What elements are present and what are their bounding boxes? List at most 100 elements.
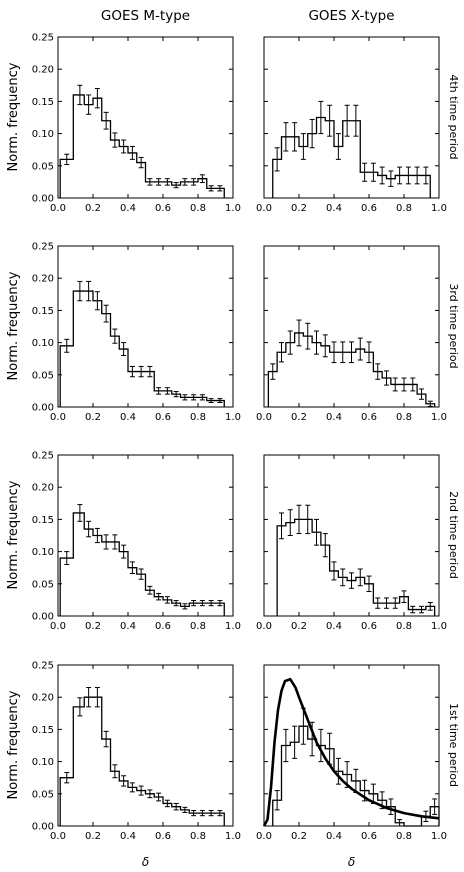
- ylabel-row3: Norm. frequency: [6, 480, 21, 589]
- x-tick-label: 0.2: [85, 621, 101, 632]
- x-tick-label: 1.0: [225, 203, 241, 214]
- axes-frame: [263, 664, 440, 827]
- panel-m-3rd: 0.0 0.2 0.4 0.6 0.8 1.0 0.00 0.05 0.10 0.15 0.20 0.…: [32, 242, 241, 424]
- panel-x-1st: 0.0 0.2 0.4 0.6 0.8 1.0: [256, 664, 447, 842]
- x-tick-label: 1.0: [431, 831, 447, 842]
- x-tick-label: 0.8: [190, 412, 206, 423]
- x-tick-label: 0.8: [190, 621, 206, 632]
- y-tick-label: 0.20: [32, 483, 54, 494]
- x-tick-label: 0.6: [155, 621, 171, 632]
- row-label-3rd: 3rd time period: [447, 283, 460, 368]
- histogram-steps: [272, 116, 431, 198]
- y-tick-label: 0.20: [32, 65, 54, 76]
- x-tick-label: 0.0: [256, 621, 272, 632]
- x-tick-label: 0.8: [396, 621, 412, 632]
- fit-curve: [262, 677, 440, 827]
- x-tick-label: 0.4: [326, 831, 342, 842]
- x-tick-label: 0.2: [291, 831, 307, 842]
- y-tick-label: 0.10: [32, 547, 54, 558]
- axes-frame: [57, 36, 234, 199]
- x-tick-label: 0.8: [396, 203, 412, 214]
- histogram-steps: [59, 696, 225, 826]
- x-tick-label: 0.4: [120, 621, 136, 632]
- x-tick-label: 0.6: [361, 203, 377, 214]
- x-tick-label: 0.4: [326, 412, 342, 423]
- panel-m-4th: 0.0 0.2 0.4 0.6 0.8 1.0 0.00 0.05 0.10 0.15 0.20 0.…: [32, 33, 241, 215]
- x-tick-label: 0.2: [85, 412, 101, 423]
- y-tick-label: 0.20: [32, 274, 54, 285]
- y-tick-label: 0.15: [32, 725, 54, 736]
- x-tick-label: 0.6: [361, 412, 377, 423]
- panel-x-2nd: 0.0 0.2 0.4 0.6 0.8 1.0: [256, 454, 447, 632]
- y-tick-label: 0.00: [32, 194, 54, 205]
- x-tick-label: 0.4: [326, 621, 342, 632]
- y-tick-label: 0.25: [32, 451, 54, 462]
- x-tick-label: 0.4: [120, 831, 136, 842]
- x-tick-label: 0.4: [120, 412, 136, 423]
- ylabel-row1: Norm. frequency: [6, 62, 21, 171]
- y-tick-label: 0.25: [32, 661, 54, 672]
- y-tick-label: 0.05: [32, 161, 54, 172]
- x-tick-label: 0.6: [155, 203, 171, 214]
- x-tick-label: 0.2: [291, 621, 307, 632]
- x-tick-label: 0.6: [361, 621, 377, 632]
- y-tick-label: 0.25: [32, 33, 54, 44]
- y-tick-label: 0.10: [32, 129, 54, 140]
- histogram-steps: [59, 290, 225, 407]
- xlabel-x: δ: [348, 855, 355, 869]
- row-label-4th: 4th time period: [447, 74, 460, 159]
- y-tick-label: 0.20: [32, 693, 54, 704]
- axes-frame: [57, 664, 234, 827]
- x-tick-label: 1.0: [431, 621, 447, 632]
- axes-frame: [57, 245, 234, 408]
- histogram-steps: [59, 94, 225, 198]
- x-tick-label: 0.0: [256, 203, 272, 214]
- y-tick-label: 0.00: [32, 612, 54, 623]
- y-tick-label: 0.05: [32, 579, 54, 590]
- axes-frame: [263, 36, 440, 199]
- row-label-1st: 1st time period: [447, 703, 460, 787]
- histogram-steps: [59, 512, 225, 616]
- xlabel-m: δ: [142, 855, 149, 869]
- x-tick-label: 0.8: [396, 412, 412, 423]
- y-tick-label: 0.00: [32, 822, 54, 833]
- x-tick-label: 0.8: [396, 831, 412, 842]
- x-tick-label: 0.2: [291, 412, 307, 423]
- x-tick-label: 0.0: [256, 412, 272, 423]
- x-tick-label: 0.0: [50, 203, 66, 214]
- x-tick-label: 0.2: [291, 203, 307, 214]
- axes-frame: [57, 454, 234, 617]
- panel-m-2nd: 0.0 0.2 0.4 0.6 0.8 1.0 0.00 0.05 0.10 0.15 0.20 0.…: [32, 451, 241, 633]
- x-tick-label: 0.0: [50, 831, 66, 842]
- x-tick-label: 0.2: [85, 203, 101, 214]
- y-tick-label: 0.10: [32, 338, 54, 349]
- x-tick-label: 0.0: [50, 412, 66, 423]
- y-tick-label: 0.15: [32, 306, 54, 317]
- x-tick-label: 0.4: [326, 203, 342, 214]
- x-tick-label: 0.6: [361, 831, 377, 842]
- row-label-2nd: 2nd time period: [447, 491, 460, 579]
- col-title-x: GOES X-type: [308, 8, 394, 24]
- axes-frame: [263, 245, 440, 408]
- panel-x-3rd: 0.0 0.2 0.4 0.6 0.8 1.0: [256, 245, 447, 423]
- panel-x-4th: 0.0 0.2 0.4 0.6 0.8 1.0: [256, 36, 447, 214]
- y-tick-label: 0.15: [32, 515, 54, 526]
- histogram-steps: [272, 725, 440, 827]
- x-tick-label: 0.4: [120, 203, 136, 214]
- x-tick-label: 1.0: [225, 831, 241, 842]
- x-tick-label: 0.2: [85, 831, 101, 842]
- x-tick-label: 0.8: [190, 203, 206, 214]
- x-tick-label: 0.6: [155, 412, 171, 423]
- col-title-m: GOES M-type: [101, 8, 190, 24]
- y-tick-label: 0.10: [32, 757, 54, 768]
- y-tick-label: 0.05: [32, 370, 54, 381]
- x-tick-label: 0.0: [256, 831, 272, 842]
- y-tick-label: 0.15: [32, 97, 54, 108]
- x-tick-label: 0.0: [50, 621, 66, 632]
- y-tick-label: 0.05: [32, 789, 54, 800]
- axes-frame: [263, 454, 440, 617]
- ylabel-row4: Norm. frequency: [6, 690, 21, 799]
- x-tick-label: 1.0: [225, 621, 241, 632]
- x-tick-label: 0.8: [190, 831, 206, 842]
